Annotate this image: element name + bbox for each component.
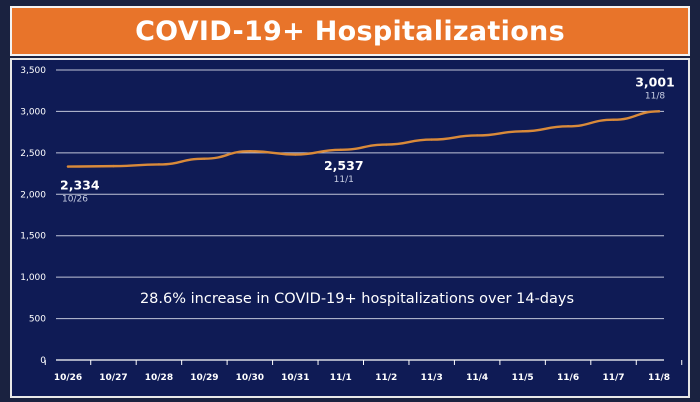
data-point	[475, 134, 479, 137]
data-label-value: 3,001	[635, 74, 675, 89]
data-point	[248, 150, 252, 153]
x-tick-label: 10/28	[145, 373, 173, 383]
x-tick-label: 11/4	[466, 373, 488, 383]
data-point	[203, 157, 206, 160]
x-tick-label: 11/5	[512, 373, 534, 383]
data-label-value: 2,334	[60, 178, 100, 193]
data-point	[339, 148, 342, 151]
chart-title: COVID-19+ Hospitalizations	[135, 15, 565, 47]
data-point	[157, 163, 161, 166]
x-tick-label: 11/7	[602, 373, 624, 383]
data-label-date: 11/8	[645, 91, 665, 101]
y-tick-label: 1,500	[20, 232, 46, 242]
data-point	[112, 164, 115, 168]
data-point	[430, 138, 433, 141]
plot-panel: 0 500 1,000 1,500 2,000 2,500 3,000 3,500 10/26 1…	[10, 58, 690, 398]
data-point	[657, 110, 661, 113]
y-tick-label: 0	[40, 356, 46, 366]
x-tick-label: 10/31	[281, 373, 309, 383]
x-tick-label: 11/8	[648, 373, 670, 383]
x-tick-label: 10/29	[190, 373, 218, 383]
x-tick-label: 10/30	[236, 373, 264, 383]
data-label-date: 10/26	[62, 195, 88, 205]
chart-caption: 28.6% increase in COVID-19+ hospitalizat…	[140, 291, 574, 307]
data-point	[385, 143, 388, 146]
x-tick-label: 10/27	[99, 373, 127, 383]
x-tick-label: 11/2	[375, 373, 397, 383]
y-tick-label: 3,000	[20, 107, 46, 117]
data-point	[521, 130, 524, 133]
x-tick-label: 11/3	[421, 373, 443, 383]
x-tick-label: 10/26	[54, 373, 82, 383]
data-point	[294, 153, 297, 156]
x-tick-label: 11/6	[557, 373, 579, 383]
y-tick-label: 3,500	[20, 66, 46, 76]
y-tick-label: 2,000	[20, 190, 46, 200]
y-tick-label: 500	[29, 315, 46, 325]
line-chart: 0 500 1,000 1,500 2,000 2,500 3,000 3,500 10/26 1…	[20, 66, 683, 383]
y-tick-label: 2,500	[20, 149, 46, 159]
data-label-date: 11/1	[334, 175, 354, 185]
y-tick-label: 1,000	[20, 273, 46, 283]
data-point	[566, 125, 570, 128]
data-point	[66, 165, 70, 168]
hospitalizations-line	[66, 110, 661, 168]
data-point	[612, 118, 615, 121]
x-tick-label: 11/1	[330, 373, 352, 383]
data-label-value: 2,537	[324, 158, 364, 173]
title-banner: COVID-19+ Hospitalizations	[10, 6, 690, 56]
